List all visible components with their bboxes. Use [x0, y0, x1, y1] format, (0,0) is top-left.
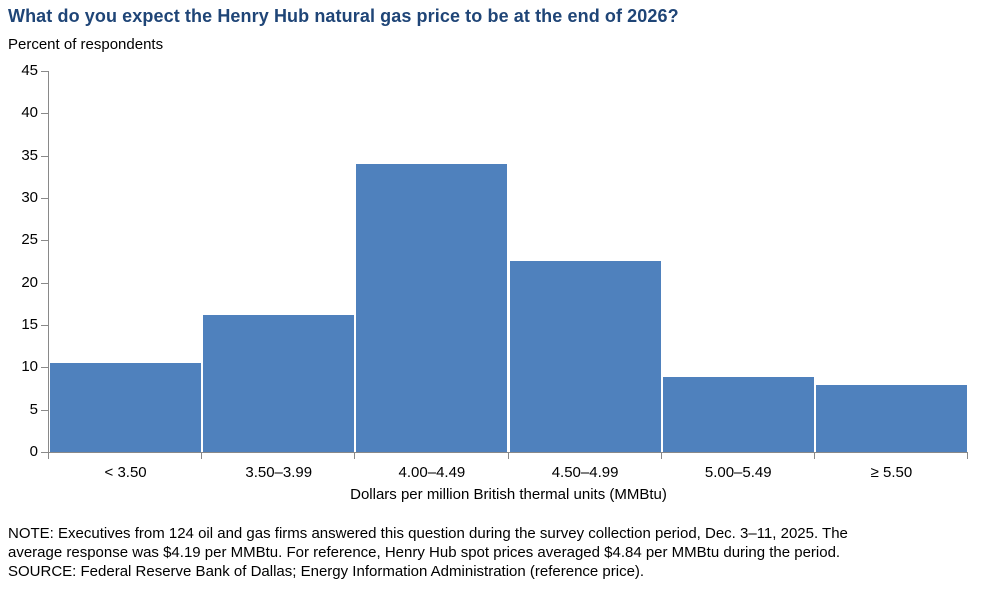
- y-axis-tick: [41, 71, 48, 72]
- source-text: SOURCE: Federal Reserve Bank of Dallas; …: [8, 563, 645, 580]
- y-axis-tick-label: 0: [29, 443, 38, 460]
- x-axis-category-label: 5.00–5.49: [704, 464, 772, 481]
- y-axis-tick: [41, 155, 48, 157]
- y-axis-unit-label: Percent of respondents: [8, 36, 164, 53]
- y-axis-tick-label: 20: [21, 273, 38, 291]
- x-axis-tick: [813, 453, 815, 459]
- y-axis-line: [48, 71, 49, 452]
- y-axis-tick: [41, 325, 48, 326]
- x-axis-tick: [201, 453, 203, 459]
- y-axis-tick-label: 10: [21, 358, 38, 376]
- x-axis-tick: [507, 453, 509, 459]
- y-axis-tick-label: 25: [21, 231, 38, 249]
- bar-4.00–4.49: [356, 164, 508, 452]
- y-axis-tick-label: 40: [21, 104, 38, 122]
- x-axis-tick: [660, 453, 662, 459]
- bar-3.50–3.99: [203, 314, 355, 452]
- y-axis-tick: [41, 409, 48, 411]
- chart-title: What do you expect the Henry Hub natural…: [8, 6, 679, 26]
- y-axis-tick: [41, 113, 48, 115]
- y-axis-tick: [41, 452, 48, 453]
- x-axis-line: [48, 452, 968, 453]
- bar-chart-plot-area: 0 5 10 15 20 25 30 35 40 45 < 3.50 3.50–3.99 4.00–4.…: [21, 62, 968, 481]
- y-axis-tick: [41, 240, 48, 242]
- note-text-line-1: NOTE: Executives from 124 oil and gas fi…: [8, 525, 848, 542]
- x-axis-tick: [967, 453, 968, 459]
- x-axis-category-label: 4.50–4.99: [551, 464, 619, 481]
- y-axis-tick-label: 15: [21, 316, 38, 333]
- bar-≥ 5.50: [815, 385, 967, 452]
- y-axis-tick-label: 45: [21, 62, 38, 79]
- x-axis-category-label: ≥ 5.50: [870, 464, 913, 481]
- x-axis-tick: [354, 453, 356, 459]
- y-axis-tick-label: 35: [21, 146, 38, 164]
- x-axis-category-label: 4.00–4.49: [398, 464, 466, 481]
- x-axis-category-label: 3.50–3.99: [245, 464, 313, 481]
- x-axis-title: Dollars per million British thermal unit…: [350, 486, 667, 503]
- y-axis-tick-label: 5: [29, 400, 38, 418]
- y-axis-tick: [41, 198, 48, 199]
- footnote-block: NOTE: Executives from 124 oil and gas fi…: [8, 524, 992, 581]
- x-axis-tick: [48, 453, 49, 459]
- note-text-line-2: average response was $4.19 per MMBtu. Fo…: [8, 544, 841, 561]
- bar-5.00–5.49: [662, 377, 814, 452]
- y-axis-tick-label: 30: [21, 189, 38, 206]
- bar-< 3.50: [50, 363, 202, 452]
- y-axis-tick: [41, 367, 48, 369]
- y-axis-tick: [41, 282, 48, 284]
- x-axis-category-label: < 3.50: [104, 464, 147, 481]
- bar-4.50–4.99: [509, 260, 661, 452]
